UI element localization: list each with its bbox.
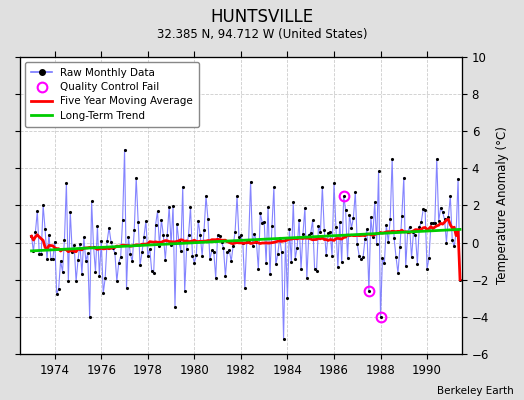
Text: Berkeley Earth: Berkeley Earth bbox=[437, 386, 514, 396]
Legend: Raw Monthly Data, Quality Control Fail, Five Year Moving Average, Long-Term Tren: Raw Monthly Data, Quality Control Fail, … bbox=[25, 62, 200, 127]
Text: 32.385 N, 94.712 W (United States): 32.385 N, 94.712 W (United States) bbox=[157, 28, 367, 41]
Y-axis label: Temperature Anomaly (°C): Temperature Anomaly (°C) bbox=[496, 126, 509, 284]
Text: HUNTSVILLE: HUNTSVILLE bbox=[211, 8, 313, 26]
